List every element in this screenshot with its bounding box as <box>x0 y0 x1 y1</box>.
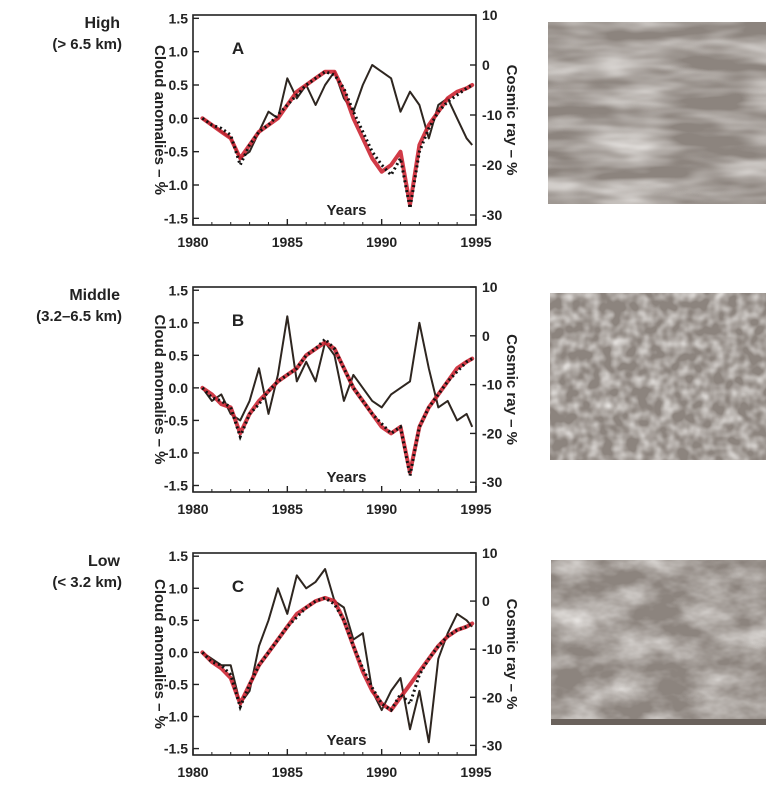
y-tick-label: 0.5 <box>169 612 189 628</box>
x-tick-label: 1990 <box>366 501 397 517</box>
series-line-dotted <box>201 596 473 713</box>
y-axis-title: Cloud anomalies – % <box>151 45 168 195</box>
plot-frame <box>192 552 477 756</box>
y-tick-label: -0.5 <box>164 144 188 160</box>
x-tick-label: 1980 <box>177 234 208 250</box>
chart-panel-c: Low (< 3.2 km) 1.5 1.0 0.5 0.0 -0.5 -1.0 -1.5 10 0… <box>52 545 766 780</box>
x-axis-title: Years <box>326 469 366 486</box>
plot-frame <box>192 286 477 493</box>
y2-tick-label: -30 <box>482 474 502 490</box>
y-tick-label: 1.5 <box>169 548 189 564</box>
y-tick-label: -1.0 <box>164 445 188 461</box>
y-tick-label: -1.0 <box>164 709 188 725</box>
y-tick-label: -0.5 <box>164 412 188 428</box>
high-cloud-photo <box>548 22 766 204</box>
y-tick-label: 1.0 <box>169 580 189 596</box>
x-tick-label: 1985 <box>272 764 303 780</box>
x-tick-label: 1995 <box>460 234 491 250</box>
series-line-monthly <box>201 568 473 744</box>
y-tick-label: 0.0 <box>169 110 189 126</box>
y2-tick-label: 0 <box>482 57 490 73</box>
y-tick-label: 0.5 <box>169 77 189 93</box>
altitude-range: (3.2–6.5 km) <box>36 308 122 325</box>
x-axis-title: Years <box>326 202 366 219</box>
y2-axis-title: Cosmic ray – % <box>503 334 520 445</box>
y-tick-label: 1.5 <box>169 282 189 298</box>
y2-tick-label: 10 <box>482 7 498 23</box>
x-tick-label: 1995 <box>460 764 491 780</box>
y-tick-label: 1.0 <box>169 44 189 60</box>
panel-letter: B <box>232 311 244 330</box>
y2-axis-title: Cosmic ray – % <box>503 65 520 176</box>
y2-tick-label: -10 <box>482 641 502 657</box>
y-tick-label: -1.5 <box>164 741 188 757</box>
low-cloud-photo <box>551 560 766 725</box>
y2-tick-label: -10 <box>482 107 502 123</box>
y-axis-title: Cloud anomalies – % <box>151 314 168 464</box>
altitude-range: (< 3.2 km) <box>52 574 122 591</box>
series-line-smoothed <box>200 340 475 475</box>
y2-tick-label: -20 <box>482 157 502 173</box>
y-tick-label: 0.0 <box>169 380 189 396</box>
x-tick-label: 1980 <box>177 501 208 517</box>
altitude-name: Middle <box>69 287 120 304</box>
y2-tick-label: -10 <box>482 377 502 393</box>
y2-tick-label: -30 <box>482 207 502 223</box>
altitude-range: (> 6.5 km) <box>52 36 122 53</box>
chart-panel-a: High (> 6.5 km) 1.5 1.0 0.5 0.0 -0.5 -1.0 -1.5 10… <box>52 7 766 250</box>
y-tick-label: -1.5 <box>164 477 188 493</box>
y-tick-label: 1.0 <box>169 315 189 331</box>
y2-tick-label: -20 <box>482 689 502 705</box>
y2-tick-label: 10 <box>482 545 498 561</box>
y2-tick-label: 10 <box>482 279 498 295</box>
panel-letter: A <box>232 39 244 58</box>
y-axis-title: Cloud anomalies – % <box>151 579 168 729</box>
altitude-name: Low <box>88 553 121 570</box>
y2-tick-label: 0 <box>482 328 490 344</box>
panel-letter: C <box>232 577 244 596</box>
series-line-dotted <box>201 336 473 476</box>
plot-frame <box>192 14 477 226</box>
x-tick-label: 1995 <box>460 501 491 517</box>
chart-panel-b: Middle (3.2–6.5 km) 1.5 1.0 0.5 0.0 -0.5 -1.0 -1… <box>36 279 766 517</box>
x-tick-label: 1985 <box>272 234 303 250</box>
y2-tick-label: 0 <box>482 593 490 609</box>
x-tick-label: 1990 <box>366 234 397 250</box>
y2-tick-label: -20 <box>482 425 502 441</box>
series-line-smoothed <box>200 69 475 207</box>
y2-axis-title: Cosmic ray – % <box>503 599 520 710</box>
y2-tick-label: -30 <box>482 737 502 753</box>
middle-cloud-photo <box>550 293 766 460</box>
y-tick-label: -1.0 <box>164 177 188 193</box>
x-tick-label: 1985 <box>272 501 303 517</box>
y-tick-label: 0.5 <box>169 347 189 363</box>
altitude-name: High <box>84 15 120 32</box>
x-axis-title: Years <box>326 732 366 749</box>
y-tick-label: 1.5 <box>169 10 189 26</box>
x-tick-label: 1980 <box>177 764 208 780</box>
series-line-dotted <box>201 70 473 209</box>
x-tick-label: 1990 <box>366 764 397 780</box>
series-line-monthly <box>201 315 474 428</box>
y-tick-label: 0.0 <box>169 644 189 660</box>
y-tick-label: -1.5 <box>164 210 188 226</box>
y-tick-label: -0.5 <box>164 676 188 692</box>
